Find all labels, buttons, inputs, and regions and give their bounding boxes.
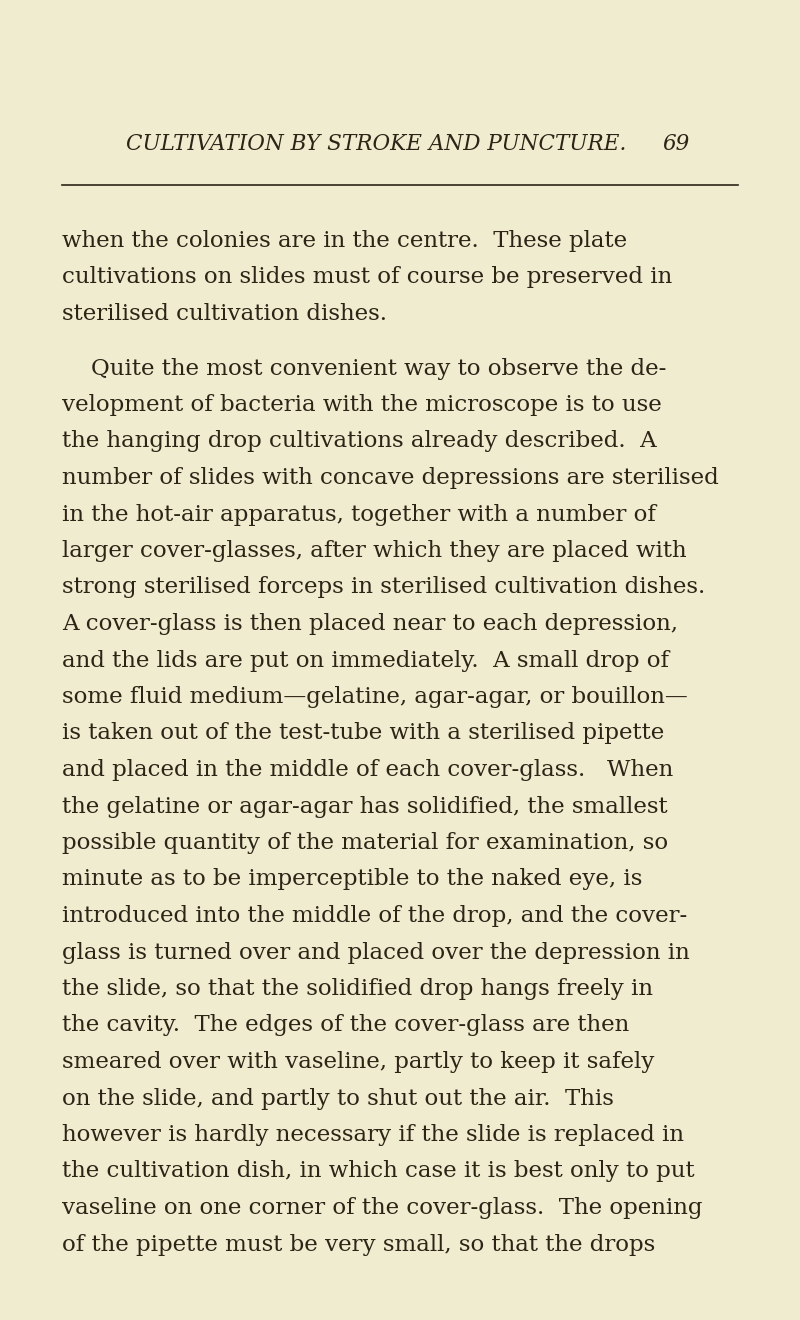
Text: and placed in the middle of each cover-glass.   When: and placed in the middle of each cover-g… <box>62 759 674 781</box>
Text: Quite the most convenient way to observe the de-: Quite the most convenient way to observe… <box>62 358 666 380</box>
Text: on the slide, and partly to shut out the air.  This: on the slide, and partly to shut out the… <box>62 1088 614 1110</box>
Text: in the hot-air apparatus, together with a number of: in the hot-air apparatus, together with … <box>62 503 656 525</box>
Text: smeared over with vaseline, partly to keep it safely: smeared over with vaseline, partly to ke… <box>62 1051 654 1073</box>
Text: of the pipette must be very small, so that the drops: of the pipette must be very small, so th… <box>62 1233 655 1255</box>
Text: when the colonies are in the centre.  These plate: when the colonies are in the centre. The… <box>62 230 627 252</box>
Text: strong sterilised forceps in sterilised cultivation dishes.: strong sterilised forceps in sterilised … <box>62 577 706 598</box>
Text: sterilised cultivation dishes.: sterilised cultivation dishes. <box>62 304 387 325</box>
Text: CULTIVATION BY STROKE AND PUNCTURE.: CULTIVATION BY STROKE AND PUNCTURE. <box>126 133 626 154</box>
Text: some fluid medium—gelatine, agar-agar, or bouillon—: some fluid medium—gelatine, agar-agar, o… <box>62 686 688 708</box>
Text: glass is turned over and placed over the depression in: glass is turned over and placed over the… <box>62 941 690 964</box>
Text: 69: 69 <box>662 133 690 154</box>
Text: cultivations on slides must of course be preserved in: cultivations on slides must of course be… <box>62 267 672 289</box>
Text: minute as to be imperceptible to the naked eye, is: minute as to be imperceptible to the nak… <box>62 869 642 891</box>
Text: number of slides with concave depressions are sterilised: number of slides with concave depression… <box>62 467 718 488</box>
Text: is taken out of the test-tube with a sterilised pipette: is taken out of the test-tube with a ste… <box>62 722 664 744</box>
Text: velopment of bacteria with the microscope is to use: velopment of bacteria with the microscop… <box>62 393 662 416</box>
Text: the cavity.  The edges of the cover-glass are then: the cavity. The edges of the cover-glass… <box>62 1015 630 1036</box>
Text: larger cover-glasses, after which they are placed with: larger cover-glasses, after which they a… <box>62 540 686 562</box>
Text: the hanging drop cultivations already described.  A: the hanging drop cultivations already de… <box>62 430 657 453</box>
Text: and the lids are put on immediately.  A small drop of: and the lids are put on immediately. A s… <box>62 649 669 672</box>
Text: the gelatine or agar-agar has solidified, the smallest: the gelatine or agar-agar has solidified… <box>62 796 668 817</box>
Text: possible quantity of the material for examination, so: possible quantity of the material for ex… <box>62 832 668 854</box>
Text: A cover-glass is then placed near to each depression,: A cover-glass is then placed near to eac… <box>62 612 678 635</box>
Text: the slide, so that the solidified drop hangs freely in: the slide, so that the solidified drop h… <box>62 978 653 1001</box>
Text: however is hardly necessary if the slide is replaced in: however is hardly necessary if the slide… <box>62 1125 684 1146</box>
Text: the cultivation dish, in which case it is best only to put: the cultivation dish, in which case it i… <box>62 1160 694 1183</box>
Text: vaseline on one corner of the cover-glass.  The opening: vaseline on one corner of the cover-glas… <box>62 1197 702 1218</box>
Text: introduced into the middle of the drop, and the cover-: introduced into the middle of the drop, … <box>62 906 687 927</box>
